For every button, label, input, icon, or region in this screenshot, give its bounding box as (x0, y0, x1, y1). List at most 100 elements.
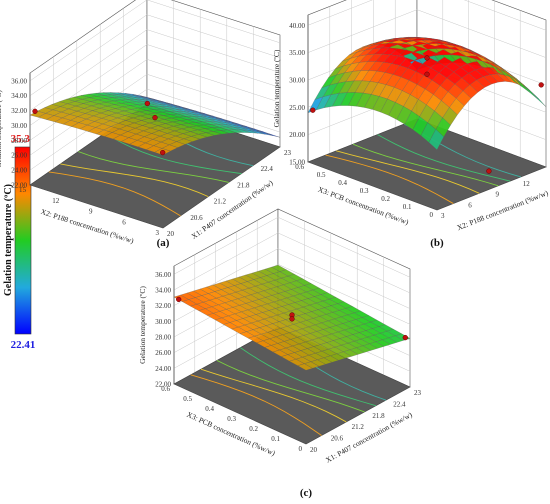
y-tick-label: 0.1 (403, 203, 412, 211)
y-tick-label: 12 (52, 197, 60, 205)
panel-label: (c) (300, 487, 313, 499)
floor-contour-line (60, 163, 209, 198)
wall-gridline (173, 232, 411, 294)
x-tick-label: 3 (441, 212, 445, 220)
x-tick-label: 20 (310, 446, 318, 454)
z-tick-label: 20.00 (289, 131, 305, 139)
wall-gridline (173, 216, 411, 278)
wall-gridline (29, 88, 281, 171)
z-tick-label: 34.00 (11, 92, 27, 100)
z-tick-label: 24.00 (155, 365, 171, 373)
z-axis-label: Gelation temperature (ºC) (138, 286, 147, 364)
surface-patch (297, 363, 313, 371)
colorbar-min-label: 22.41 (11, 339, 36, 351)
design-point (538, 82, 544, 88)
panel-label: (a) (157, 237, 170, 249)
y-tick-label: 0.3 (227, 415, 236, 423)
floor-contour-plane (307, 118, 547, 211)
design-point (152, 114, 158, 121)
y-tick-label: 0.6 (161, 385, 170, 393)
y-tick-label: 0.4 (338, 179, 347, 187)
x-tick-label: 23 (284, 149, 292, 157)
z-tick-label: 22.00 (155, 381, 171, 389)
z-tick-label: 35.00 (289, 49, 305, 57)
design-point (144, 100, 150, 107)
design-point (486, 168, 492, 174)
z-tick-label: 26.00 (11, 152, 27, 160)
y-tick-label: 0.1 (271, 435, 280, 443)
z-tick-label: 28.00 (11, 137, 27, 145)
surface-patch (531, 91, 547, 107)
colorbar-max-label: 35.33 (11, 133, 36, 145)
z-tick-label: 36.00 (11, 77, 27, 85)
y-tick-label: 0.4 (205, 405, 214, 413)
z-tick-label: 30.00 (11, 122, 27, 130)
x-tick-label: 6 (468, 201, 472, 209)
x-tick-label: 23 (414, 389, 422, 397)
z-tick-label: 28.00 (155, 333, 171, 341)
y-tick-label: 6 (122, 218, 126, 226)
floor-contour-line (48, 171, 181, 217)
z-axis-label: Gelation temperature (ºC) (0, 90, 3, 168)
wall-gridline (29, 29, 281, 111)
x-tick-label: 21.2 (352, 423, 365, 431)
colorbar-title: Gelation temperature (ºC) (3, 184, 14, 296)
wall-gridline (29, 0, 281, 82)
y-tick-label: 3 (156, 229, 160, 237)
x-tick-label: 21.8 (237, 181, 250, 189)
wall-gridline (307, 0, 547, 31)
surface-patch (428, 129, 444, 151)
panel-b: 15.00 20.00 25.00 30.00 35.00 40.00 Gelation t… (272, 0, 550, 249)
panel-c: 22.00 24.00 26.00 28.00 30.00 32.00 34.00 36.00… (138, 208, 422, 499)
y-tick-label: 0.5 (317, 171, 326, 179)
z-tick-label: 26.00 (155, 349, 171, 357)
wall-gridline (29, 73, 281, 156)
x-tick-label: 9 (496, 191, 500, 199)
x-tick-label: 12 (523, 180, 531, 188)
floor-contour-line (216, 360, 365, 413)
floor-contour-line (336, 150, 480, 194)
y-tick-label: 15 (19, 186, 27, 194)
y-tick-label: 0.3 (360, 187, 369, 195)
colorbar-gradient (14, 146, 32, 335)
z-tick-label: 15.00 (289, 159, 305, 167)
design-point (402, 334, 408, 341)
floor-contour-line (190, 374, 322, 436)
z-tick-label: 40.00 (289, 22, 305, 30)
floor-contour-line (325, 154, 454, 204)
y-tick-label: 9 (89, 208, 93, 216)
z-tick-label: 30.00 (155, 318, 171, 326)
y-tick-label: 0.2 (249, 425, 258, 433)
floor-contour-line (352, 143, 499, 187)
colorbar: 35.33 22.41 Gelation temperature (ºC) (3, 133, 36, 351)
design-point (310, 107, 316, 113)
x-tick-label: 20.6 (190, 214, 203, 222)
z-tick-label: 32.00 (11, 107, 27, 115)
x-tick-label: 22.4 (393, 400, 406, 408)
z-tick-label: 24.00 (11, 167, 27, 175)
x-tick-label: 21.8 (372, 412, 385, 420)
design-point (424, 55, 430, 61)
y-tick-label: 0 (430, 211, 434, 219)
x-tick-label: 22.4 (261, 165, 274, 173)
design-point (289, 316, 295, 322)
design-point (424, 71, 430, 77)
z-tick-label: 22.00 (11, 182, 27, 190)
y-tick-label: 0.6 (295, 163, 304, 171)
z-tick-label: 34.00 (155, 286, 171, 294)
panel-label: (b) (430, 237, 444, 249)
z-tick-label: 30.00 (289, 76, 305, 84)
z-tick-label: 32.00 (155, 302, 171, 310)
wall-gridline (307, 9, 547, 58)
z-tick-label: 25.00 (289, 104, 305, 112)
floor-contour-plane (173, 326, 411, 445)
floor-contour-line (104, 132, 242, 175)
y-tick-label: 0.5 (183, 395, 192, 403)
y-tick-label: 0 (299, 445, 303, 453)
design-point (176, 296, 182, 303)
floor-contour-line (377, 134, 511, 182)
x-tick-label: 20 (167, 230, 175, 238)
floor-contour-line (200, 368, 347, 423)
floor-contour-line (78, 151, 229, 183)
